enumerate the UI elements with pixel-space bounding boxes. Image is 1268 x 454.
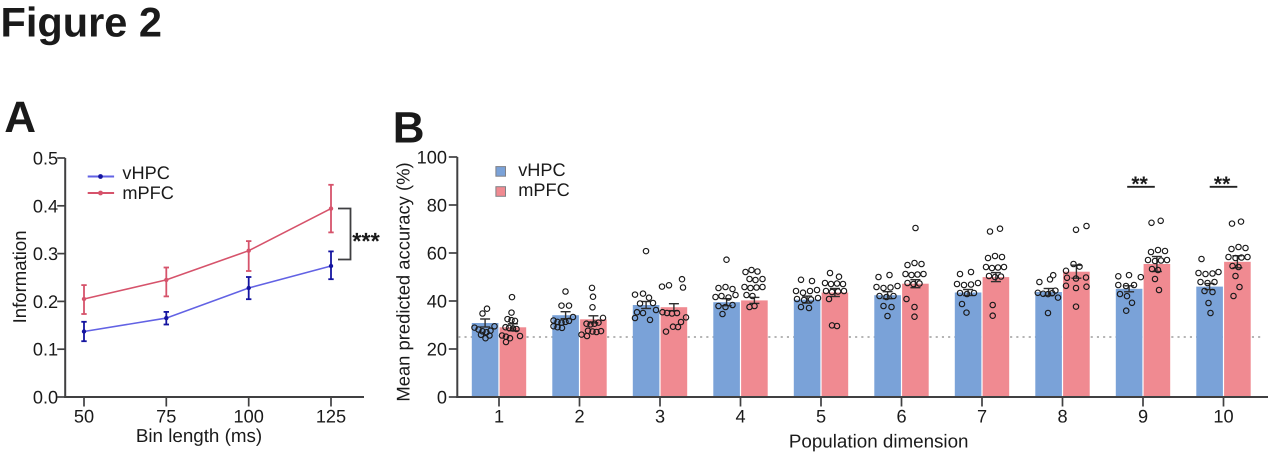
svg-text:75: 75 [156,406,176,426]
svg-text:0.3: 0.3 [33,244,58,264]
svg-text:80: 80 [427,195,447,215]
svg-text:60: 60 [427,243,447,263]
svg-text:5: 5 [816,406,826,426]
svg-text:4: 4 [735,406,745,426]
svg-text:Information: Information [9,230,30,323]
svg-text:0.1: 0.1 [33,340,58,360]
svg-text:6: 6 [896,406,906,426]
svg-text:A: A [4,93,36,142]
svg-text:8: 8 [1057,406,1067,426]
svg-text:0.2: 0.2 [33,292,58,312]
svg-text:mPFC: mPFC [122,183,174,203]
svg-text:Figure 2: Figure 2 [1,0,162,46]
svg-text:3: 3 [655,406,665,426]
svg-text:10: 10 [1213,406,1233,426]
svg-text:125: 125 [316,406,346,426]
svg-text:Mean predicted accuracy (%): Mean predicted accuracy (%) [392,162,413,401]
svg-text:1: 1 [494,406,504,426]
svg-text:0: 0 [437,387,447,407]
svg-text:9: 9 [1138,406,1148,426]
svg-text:0.5: 0.5 [33,149,58,169]
svg-text:**: ** [1131,173,1148,196]
svg-text:**: ** [1214,173,1231,196]
svg-text:20: 20 [427,339,447,359]
svg-text:Bin length (ms): Bin length (ms) [136,425,262,446]
svg-text:B: B [393,104,425,153]
svg-text:***: *** [352,228,380,254]
svg-text:vHPC: vHPC [518,160,566,180]
svg-text:50: 50 [74,406,94,426]
svg-text:0.0: 0.0 [33,388,58,408]
svg-text:mPFC: mPFC [518,180,570,200]
svg-text:vHPC: vHPC [122,163,169,183]
svg-text:0.4: 0.4 [33,196,58,216]
svg-text:Population dimension: Population dimension [789,431,969,452]
svg-text:100: 100 [234,406,264,426]
svg-text:100: 100 [417,147,447,167]
svg-text:7: 7 [977,406,987,426]
svg-text:2: 2 [574,406,584,426]
svg-text:40: 40 [427,291,447,311]
